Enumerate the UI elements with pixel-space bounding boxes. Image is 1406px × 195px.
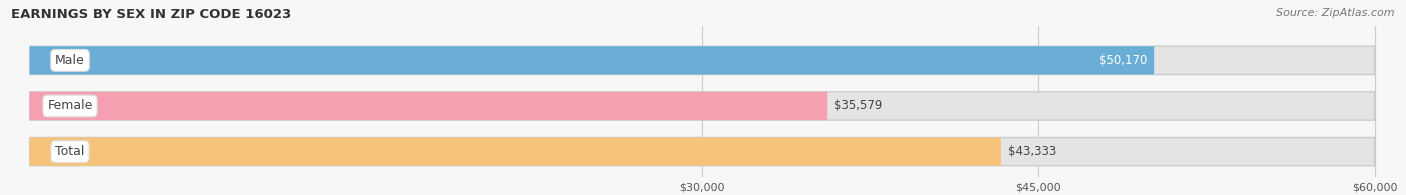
Text: EARNINGS BY SEX IN ZIP CODE 16023: EARNINGS BY SEX IN ZIP CODE 16023 [11, 8, 291, 21]
Text: $43,333: $43,333 [1008, 145, 1056, 158]
FancyBboxPatch shape [30, 46, 1154, 74]
FancyBboxPatch shape [30, 137, 1001, 166]
Text: Total: Total [55, 145, 84, 158]
Text: Source: ZipAtlas.com: Source: ZipAtlas.com [1277, 8, 1395, 18]
FancyBboxPatch shape [30, 92, 827, 120]
Text: $35,579: $35,579 [834, 99, 882, 113]
FancyBboxPatch shape [30, 92, 1375, 120]
FancyBboxPatch shape [30, 46, 1375, 74]
FancyBboxPatch shape [30, 137, 1375, 166]
Text: Male: Male [55, 54, 84, 67]
Text: Female: Female [48, 99, 93, 113]
Text: $50,170: $50,170 [1099, 54, 1147, 67]
